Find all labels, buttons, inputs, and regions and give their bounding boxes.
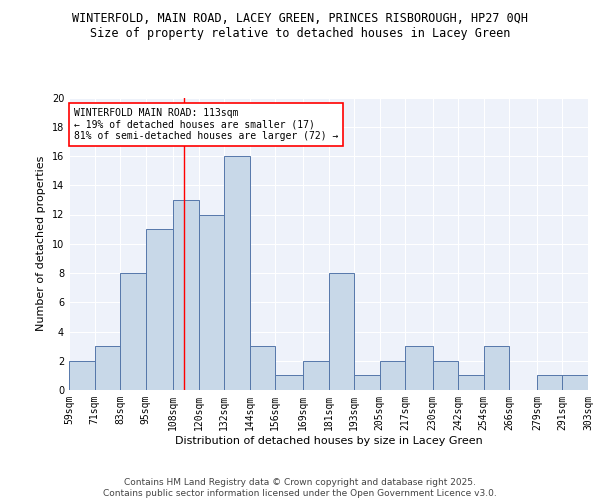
Bar: [120, 273, 146, 390]
Y-axis label: Number of detached properties: Number of detached properties: [36, 156, 46, 332]
X-axis label: Distribution of detached houses by size in Lacey Green: Distribution of detached houses by size …: [175, 436, 482, 446]
Bar: [173, 200, 199, 390]
Bar: [250, 346, 275, 390]
Bar: [354, 376, 380, 390]
Bar: [199, 214, 224, 390]
Bar: [433, 361, 458, 390]
Bar: [329, 273, 354, 390]
Bar: [562, 376, 588, 390]
Bar: [146, 229, 173, 390]
Text: WINTERFOLD MAIN ROAD: 113sqm
← 19% of detached houses are smaller (17)
81% of se: WINTERFOLD MAIN ROAD: 113sqm ← 19% of de…: [74, 108, 338, 141]
Bar: [303, 361, 329, 390]
Text: Contains HM Land Registry data © Crown copyright and database right 2025.
Contai: Contains HM Land Registry data © Crown c…: [103, 478, 497, 498]
Bar: [95, 346, 120, 390]
Bar: [484, 346, 509, 390]
Bar: [380, 361, 405, 390]
Bar: [405, 346, 433, 390]
Bar: [458, 376, 484, 390]
Bar: [275, 376, 303, 390]
Bar: [69, 361, 95, 390]
Bar: [537, 376, 562, 390]
Text: Size of property relative to detached houses in Lacey Green: Size of property relative to detached ho…: [90, 28, 510, 40]
Text: WINTERFOLD, MAIN ROAD, LACEY GREEN, PRINCES RISBOROUGH, HP27 0QH: WINTERFOLD, MAIN ROAD, LACEY GREEN, PRIN…: [72, 12, 528, 26]
Bar: [224, 156, 250, 390]
